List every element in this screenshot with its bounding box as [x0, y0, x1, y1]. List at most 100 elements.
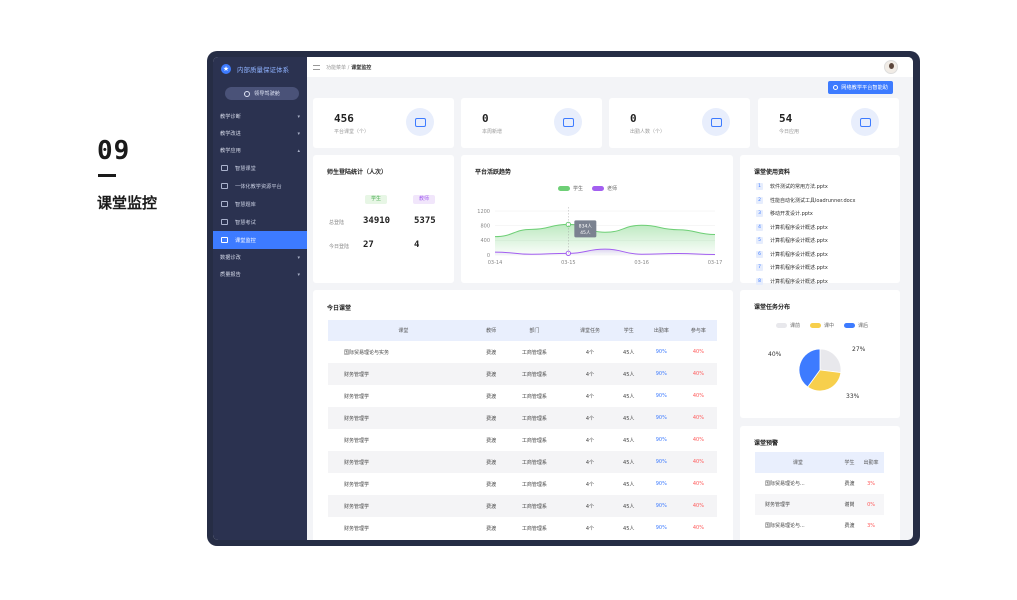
file-index: 4 [756, 223, 763, 231]
stat-card-weekly-new: 0 本周新增 [461, 98, 602, 148]
file-item[interactable]: 2 性能自动化测试工具loadrunner.docx [756, 196, 855, 204]
nav-group-label: 教学改进 [220, 131, 241, 137]
legend-in-class[interactable]: 课中 [810, 322, 834, 329]
column-header[interactable]: 出勤率 [858, 452, 884, 473]
column-header[interactable]: 课堂 [328, 320, 479, 341]
table-cell: 40% [692, 525, 704, 531]
y-tick-label: 1200 [477, 209, 490, 215]
table-cell: 3% [867, 480, 876, 487]
nav-group-data-diagnosis[interactable]: 数据诊改 ▾ [213, 249, 307, 266]
legend-before-class[interactable]: 课前 [776, 322, 800, 329]
legend-swatch [810, 323, 822, 328]
chevron-down-icon: ▾ [297, 113, 300, 120]
presentation-icon [554, 108, 582, 136]
nav-group-label: 教学诊断 [220, 114, 241, 120]
legend-after-class[interactable]: 课后 [844, 322, 868, 329]
file-name: 计算机程序设计概述.pptx [770, 265, 828, 271]
table-cell: 财务管理学 [344, 525, 370, 532]
table-cell: 费渡 [478, 363, 504, 385]
column-header[interactable]: 学生 [840, 452, 859, 473]
table-cell: 3% [867, 522, 876, 529]
table-cell: 费渡 [486, 393, 497, 400]
file-item[interactable]: 7 计算机程序设计概述.pptx [756, 264, 828, 271]
nav-group-quality-report[interactable]: 质量报告 ▾ [213, 266, 307, 283]
file-name: 计算机程序设计概述.pptx [770, 251, 828, 258]
teaching-assistant-button[interactable]: 网络教学平台智能助 [828, 81, 893, 94]
file-item[interactable]: 8 计算机程序设计概述.pptx [756, 277, 828, 285]
y-tick-label: 800 [480, 223, 490, 229]
sidebar-item-class-monitor[interactable]: 课堂监控 [213, 231, 307, 249]
table-row[interactable]: 财务管理学 费渡 工商管理系 4个 45人 90% 40% [328, 385, 717, 407]
file-item[interactable]: 4 计算机程序设计概述.pptx [756, 223, 828, 231]
column-header[interactable]: 部门 [503, 320, 566, 341]
column-header[interactable]: 出勤率 [642, 320, 680, 341]
pie-slice-0 [819, 348, 842, 374]
table-row[interactable]: 财务管理学 费渡 工商管理系 4个 45人 90% 40% [328, 451, 717, 473]
table-cell: 工商管理系 [521, 437, 547, 444]
table-cell: 工商管理系 [521, 393, 547, 400]
slide-title: 课堂监控 [97, 194, 158, 212]
sidebar-item-label: 智慧考试 [235, 219, 256, 226]
cube-icon [851, 108, 879, 136]
leader-cockpit-label: 领导驾驶舱 [254, 91, 280, 97]
sidebar-item-smart-classroom[interactable]: 智慧课堂 [213, 159, 307, 177]
table-cell: 45人 [614, 451, 643, 473]
table-cell: 4个 [565, 495, 615, 517]
column-header[interactable]: 课堂任务 [565, 320, 615, 341]
nav-group-label: 教学应用 [220, 148, 241, 154]
table-row[interactable]: 国际贸易理论与实务 费渡 工商管理系 4个 45人 90% 40% [328, 341, 717, 363]
sidebar-item-resource-platform[interactable]: 一体化教学资源平台 [213, 177, 307, 195]
class-warning-card: 课堂预警 课堂 学生 出勤率 国际贸易理论与... 费渡 3% 财务管理学 谢岗 0% 国际贸易… [740, 426, 900, 540]
table-row[interactable]: 财务管理学 费渡 工商管理系 4个 45人 90% 40% [328, 517, 717, 539]
column-header[interactable]: 学生 [614, 320, 643, 341]
x-tick-label: 03-14 [488, 260, 503, 266]
table-row[interactable]: 财务管理学 费渡 工商管理系 4个 45人 90% 40% [328, 495, 717, 517]
table-cell: 财务管理学 [344, 437, 370, 444]
leader-cockpit-button[interactable]: 领导驾驶舱 [225, 87, 299, 100]
stat-value: 0 [482, 112, 489, 125]
table-cell: 90% [655, 349, 667, 355]
table-cell: 费渡 [486, 481, 497, 488]
file-item[interactable]: 5 计算机程序设计概述.pptx [756, 237, 828, 244]
table-cell: 90% [655, 525, 667, 531]
chevron-down-icon: ▾ [297, 271, 300, 278]
legend-teacher[interactable]: 老师 [592, 185, 617, 192]
legend-label: 课中 [824, 323, 835, 329]
table-cell: 国际贸易理论与... [765, 523, 805, 529]
exam-icon [221, 219, 228, 225]
table-cell: 45人 [614, 363, 643, 385]
sidebar-item-smart-exam[interactable]: 智慧考试 [213, 213, 307, 231]
table-row[interactable]: 财务管理学 费渡 工商管理系 4个 45人 90% 40% [328, 363, 717, 385]
menu-toggle-icon[interactable] [313, 64, 320, 70]
nav-group-teaching-diagnosis[interactable]: 教学诊断 ▾ [213, 108, 307, 125]
nav-group-teaching-application[interactable]: 教学应用 ▴ [213, 142, 307, 159]
table-cell: 0% [858, 494, 884, 515]
table-cell: 费渡 [486, 525, 497, 532]
avatar[interactable] [884, 60, 898, 74]
column-header[interactable]: 课堂 [755, 452, 841, 473]
teacher-pill: 教师 [413, 195, 435, 204]
brand[interactable]: ★ 内部质量保证体系 [213, 60, 307, 78]
file-index: 7 [756, 264, 763, 271]
file-item[interactable]: 3 移动开发设计.pptx [756, 210, 813, 217]
legend-student[interactable]: 学生 [558, 185, 583, 192]
card-title: 平台活跃趋势 [475, 169, 512, 176]
table-row[interactable]: 财务管理学 费渡 工商管理系 4个 45人 90% 40% [328, 407, 717, 429]
student-count: 27 [363, 240, 374, 250]
table-cell: 40% [679, 495, 717, 517]
file-item[interactable]: 1 软件测试的常用方法.pptx [756, 183, 828, 190]
nav-group-teaching-improvement[interactable]: 教学改进 ▾ [213, 125, 307, 142]
table-row[interactable]: 国际贸易理论与... 费渡 3% [755, 515, 884, 536]
table-row[interactable]: 财务管理学 费渡 工商管理系 4个 45人 90% 40% [328, 473, 717, 495]
table-row[interactable]: 财务管理学 谢岗 0% [755, 494, 884, 515]
table-row[interactable]: 国际贸易理论与... 费渡 3% [755, 473, 884, 494]
breadcrumb-parent[interactable]: 功能菜单 / [326, 64, 350, 71]
question-bank-icon [221, 201, 228, 207]
column-header[interactable]: 教师 [478, 320, 504, 341]
column-header[interactable]: 参与率 [679, 320, 717, 341]
file-item[interactable]: 6 计算机程序设计概述.pptx [756, 250, 828, 258]
sidebar-item-question-bank[interactable]: 智慧题库 [213, 195, 307, 213]
table-row[interactable]: 财务管理学 费渡 工商管理系 4个 45人 90% 40% [328, 429, 717, 451]
file-name: 计算机程序设计概述.pptx [770, 238, 828, 244]
table-cell: 40% [692, 393, 704, 399]
